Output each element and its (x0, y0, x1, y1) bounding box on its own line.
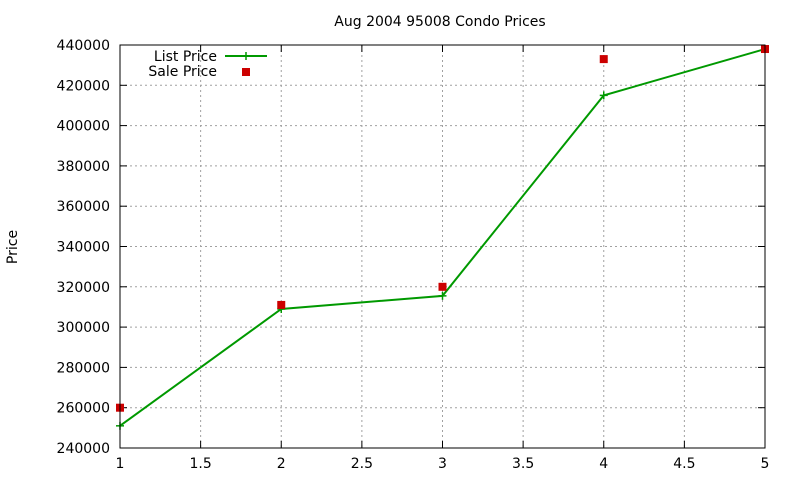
x-tick-label: 2.5 (351, 456, 373, 472)
y-tick-label: 280000 (57, 360, 110, 376)
y-axis-label: Price (5, 230, 21, 264)
y-tick-label: 300000 (57, 320, 110, 336)
x-tick-label: 2 (277, 456, 286, 472)
series-layer (116, 45, 769, 430)
y-tick-label: 320000 (57, 280, 110, 296)
legend-marker-sale-price (242, 68, 250, 76)
legend-label-list-price: List Price (154, 49, 217, 65)
x-tick-label: 3 (438, 456, 447, 472)
x-tick-label: 1.5 (189, 456, 211, 472)
sale-price-point (277, 300, 286, 309)
sale-price-point (599, 55, 608, 64)
x-tick-label: 4.5 (673, 456, 695, 472)
x-tick-label: 4 (599, 456, 608, 472)
y-tick-label: 260000 (57, 401, 110, 417)
y-tick-label: 240000 (57, 441, 110, 457)
list-price-point (438, 291, 447, 300)
legend-marker-list-price (242, 52, 250, 60)
sale-price-point (438, 282, 447, 291)
plot-frame (119, 44, 766, 449)
grid (120, 45, 765, 448)
y-tick-label: 380000 (57, 159, 110, 175)
y-tick-label: 340000 (57, 240, 110, 256)
x-tick-label: 5 (761, 456, 770, 472)
chart-title: Aug 2004 95008 Condo Prices (334, 14, 545, 30)
tick-labels: 1 1.5 2 2.5 3 3.5 4 4.5 5 240000 260000 280000 30000… (57, 38, 770, 472)
y-tick-label: 420000 (57, 78, 110, 94)
y-tick-label: 440000 (57, 38, 110, 54)
y-tick-label: 400000 (57, 119, 110, 135)
legend-label-sale-price: Sale Price (148, 64, 217, 80)
list-price-point (599, 91, 608, 100)
x-tick-label: 3.5 (512, 456, 534, 472)
x-tick-label: 1 (116, 456, 125, 472)
y-tick-label: 360000 (57, 199, 110, 215)
